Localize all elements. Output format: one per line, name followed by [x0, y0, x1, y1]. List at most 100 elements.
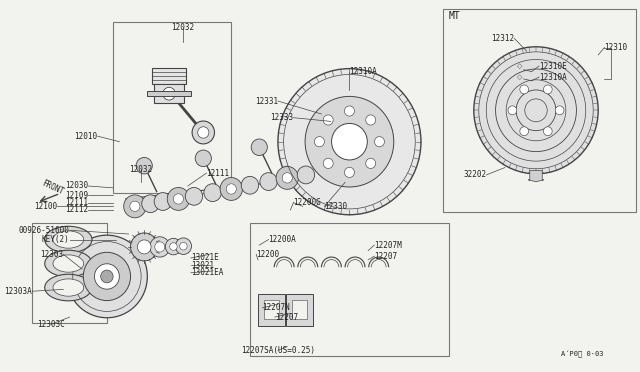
- Ellipse shape: [543, 127, 552, 136]
- Ellipse shape: [136, 157, 152, 174]
- Ellipse shape: [141, 195, 159, 213]
- Ellipse shape: [53, 231, 84, 248]
- Text: 12109: 12109: [65, 191, 88, 200]
- Ellipse shape: [508, 106, 516, 115]
- Text: 12207: 12207: [374, 251, 397, 261]
- Ellipse shape: [344, 106, 355, 116]
- Text: 12030: 12030: [65, 182, 88, 190]
- Ellipse shape: [276, 166, 298, 189]
- Ellipse shape: [150, 237, 170, 257]
- Text: 12310E: 12310E: [539, 61, 567, 71]
- Ellipse shape: [131, 233, 158, 261]
- Bar: [154, 84, 184, 103]
- Ellipse shape: [365, 115, 376, 125]
- Ellipse shape: [192, 121, 214, 144]
- Ellipse shape: [124, 195, 146, 218]
- Bar: [258, 294, 285, 326]
- Ellipse shape: [175, 238, 191, 254]
- Ellipse shape: [204, 184, 221, 202]
- Text: MT: MT: [449, 11, 461, 21]
- Text: 12032: 12032: [129, 165, 153, 174]
- Ellipse shape: [543, 85, 552, 94]
- Ellipse shape: [154, 193, 172, 211]
- Ellipse shape: [332, 124, 367, 160]
- Text: 12312: 12312: [491, 34, 514, 43]
- Text: 12303A: 12303A: [4, 287, 32, 296]
- Ellipse shape: [45, 250, 92, 277]
- Ellipse shape: [314, 137, 324, 147]
- Text: 12111: 12111: [65, 198, 88, 207]
- Ellipse shape: [167, 187, 189, 210]
- Ellipse shape: [282, 173, 292, 183]
- Ellipse shape: [45, 274, 92, 301]
- Bar: [286, 294, 314, 326]
- Text: 12310A: 12310A: [349, 67, 377, 76]
- Text: 12333: 12333: [270, 113, 294, 122]
- Ellipse shape: [260, 173, 277, 190]
- Ellipse shape: [130, 201, 140, 211]
- Ellipse shape: [95, 264, 119, 289]
- Text: 32202: 32202: [463, 170, 486, 179]
- Ellipse shape: [165, 238, 182, 255]
- Text: 12100: 12100: [34, 202, 57, 211]
- Ellipse shape: [198, 127, 209, 138]
- Text: 12207: 12207: [275, 312, 298, 321]
- Ellipse shape: [67, 235, 147, 318]
- Ellipse shape: [251, 139, 268, 155]
- Text: A´P0˄ 0·03: A´P0˄ 0·03: [561, 350, 604, 357]
- Text: 12207N: 12207N: [262, 303, 290, 312]
- Ellipse shape: [323, 115, 333, 125]
- Text: 12207M: 12207M: [374, 241, 402, 250]
- Ellipse shape: [305, 96, 394, 187]
- Text: 12111: 12111: [207, 169, 230, 177]
- Text: 13021: 13021: [191, 261, 214, 270]
- Ellipse shape: [195, 150, 211, 167]
- Ellipse shape: [138, 240, 151, 254]
- Text: 12200G: 12200G: [294, 198, 321, 207]
- Ellipse shape: [556, 106, 564, 115]
- Ellipse shape: [185, 187, 203, 205]
- Ellipse shape: [100, 270, 113, 283]
- Text: ◇: ◇: [516, 63, 522, 69]
- Ellipse shape: [170, 243, 177, 250]
- Bar: [443, 9, 636, 212]
- Bar: [264, 300, 279, 319]
- Ellipse shape: [323, 158, 333, 169]
- Ellipse shape: [220, 177, 243, 201]
- Text: 12330: 12330: [324, 202, 348, 211]
- Ellipse shape: [163, 87, 175, 100]
- Ellipse shape: [344, 167, 355, 177]
- Text: KEY(2): KEY(2): [42, 235, 70, 244]
- Bar: [147, 91, 191, 96]
- Ellipse shape: [520, 85, 529, 94]
- Text: 12032: 12032: [172, 23, 195, 32]
- Ellipse shape: [278, 69, 421, 215]
- Bar: [152, 68, 186, 84]
- Ellipse shape: [520, 127, 529, 136]
- Text: FRONT: FRONT: [40, 179, 65, 197]
- Text: 12331: 12331: [255, 97, 278, 106]
- Bar: [292, 300, 307, 319]
- FancyArrow shape: [528, 171, 544, 182]
- Ellipse shape: [83, 252, 131, 301]
- Text: 12200: 12200: [256, 250, 279, 259]
- Text: 12200A: 12200A: [269, 235, 296, 244]
- Ellipse shape: [53, 255, 84, 272]
- Text: 13021E: 13021E: [191, 253, 219, 263]
- Text: 12112: 12112: [65, 205, 88, 215]
- Ellipse shape: [53, 279, 84, 296]
- Text: 00926-51600: 00926-51600: [19, 226, 70, 235]
- Bar: [113, 22, 231, 193]
- Ellipse shape: [474, 47, 598, 174]
- Ellipse shape: [365, 158, 376, 169]
- Ellipse shape: [180, 243, 187, 250]
- Bar: [32, 223, 107, 323]
- Ellipse shape: [45, 226, 92, 253]
- Text: 12310A: 12310A: [539, 73, 567, 81]
- Text: 12207SA(US=0.25): 12207SA(US=0.25): [241, 346, 315, 355]
- Text: 12010: 12010: [74, 132, 97, 141]
- Ellipse shape: [241, 176, 259, 194]
- Text: 12303: 12303: [40, 250, 63, 259]
- Ellipse shape: [155, 242, 164, 252]
- Text: 12303C: 12303C: [37, 320, 65, 329]
